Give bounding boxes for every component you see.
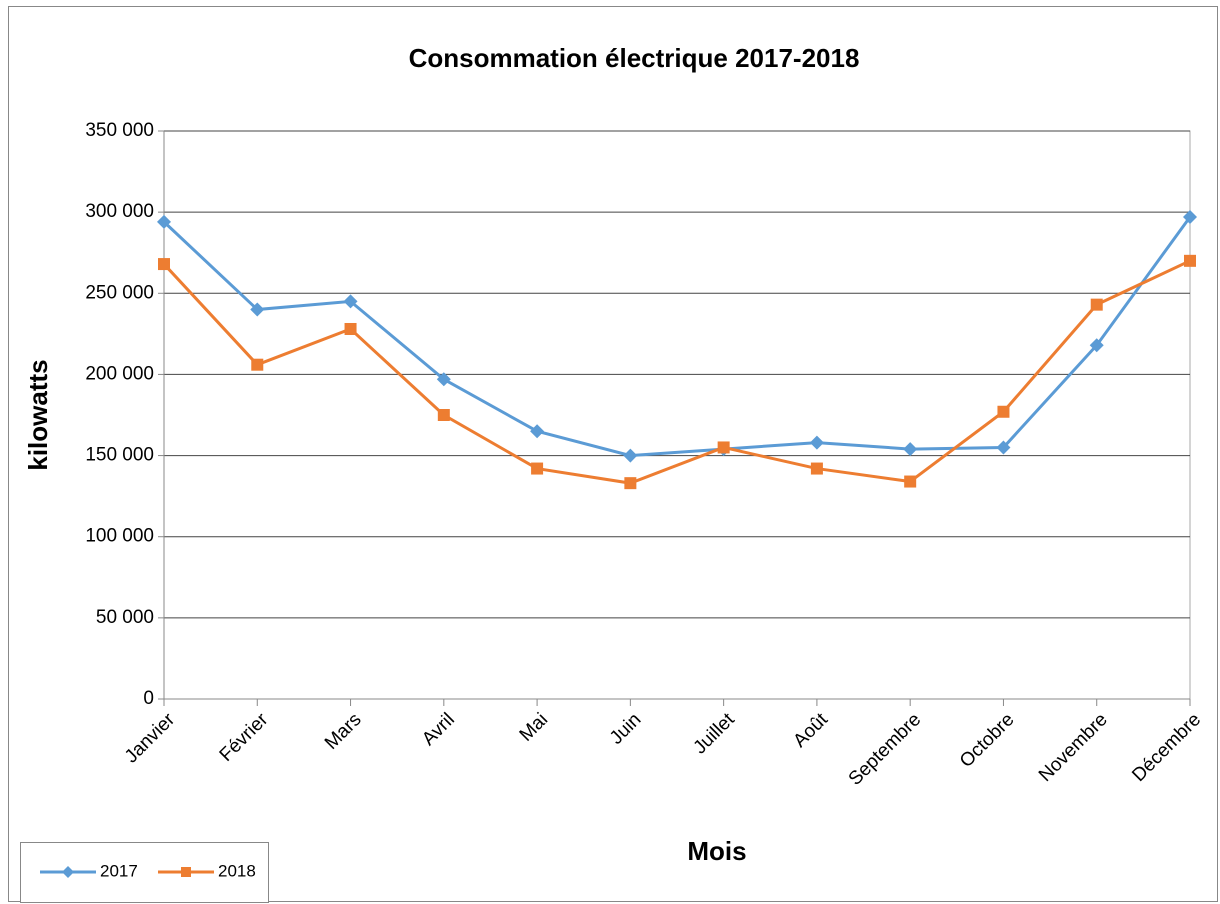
marker xyxy=(343,294,358,309)
marker xyxy=(624,477,637,490)
marker xyxy=(1089,338,1104,353)
chart-frame xyxy=(8,6,1218,902)
marker xyxy=(623,448,638,463)
legend-marker xyxy=(62,866,74,878)
y-tick-label: 300 000 xyxy=(85,201,154,222)
marker xyxy=(997,405,1010,418)
x-axis-title: Mois xyxy=(687,836,746,866)
chart-title: Consommation électrique 2017-2018 xyxy=(409,43,860,73)
series-line xyxy=(162,216,1192,458)
marker xyxy=(437,409,450,421)
legend-marker xyxy=(181,867,191,877)
marker xyxy=(436,372,451,387)
marker xyxy=(344,322,357,335)
y-tick-label: 100 000 xyxy=(85,526,154,547)
marker xyxy=(250,302,265,317)
marker xyxy=(530,424,545,439)
marker xyxy=(1184,254,1196,267)
marker xyxy=(903,442,918,457)
marker xyxy=(531,462,544,475)
marker xyxy=(158,258,170,271)
y-tick-label: 200 000 xyxy=(85,363,154,384)
y-tick-label: 250 000 xyxy=(85,282,154,303)
legend-label: 2018 xyxy=(218,861,256,880)
series-line xyxy=(162,259,1191,485)
marker xyxy=(251,358,264,371)
y-axis-title: kilowatts xyxy=(23,359,53,470)
y-tick-label: 0 xyxy=(143,688,154,709)
y-tick-label: 50 000 xyxy=(96,607,154,628)
marker xyxy=(810,462,823,475)
y-tick-label: 350 000 xyxy=(85,120,154,141)
marker xyxy=(717,441,730,454)
y-tick-label: 150 000 xyxy=(85,445,154,466)
marker xyxy=(809,435,824,450)
marker xyxy=(1090,298,1103,311)
marker xyxy=(996,440,1011,455)
legend-label: 2017 xyxy=(100,861,138,880)
marker xyxy=(904,475,917,488)
marker xyxy=(1183,210,1197,225)
marker xyxy=(157,214,171,229)
